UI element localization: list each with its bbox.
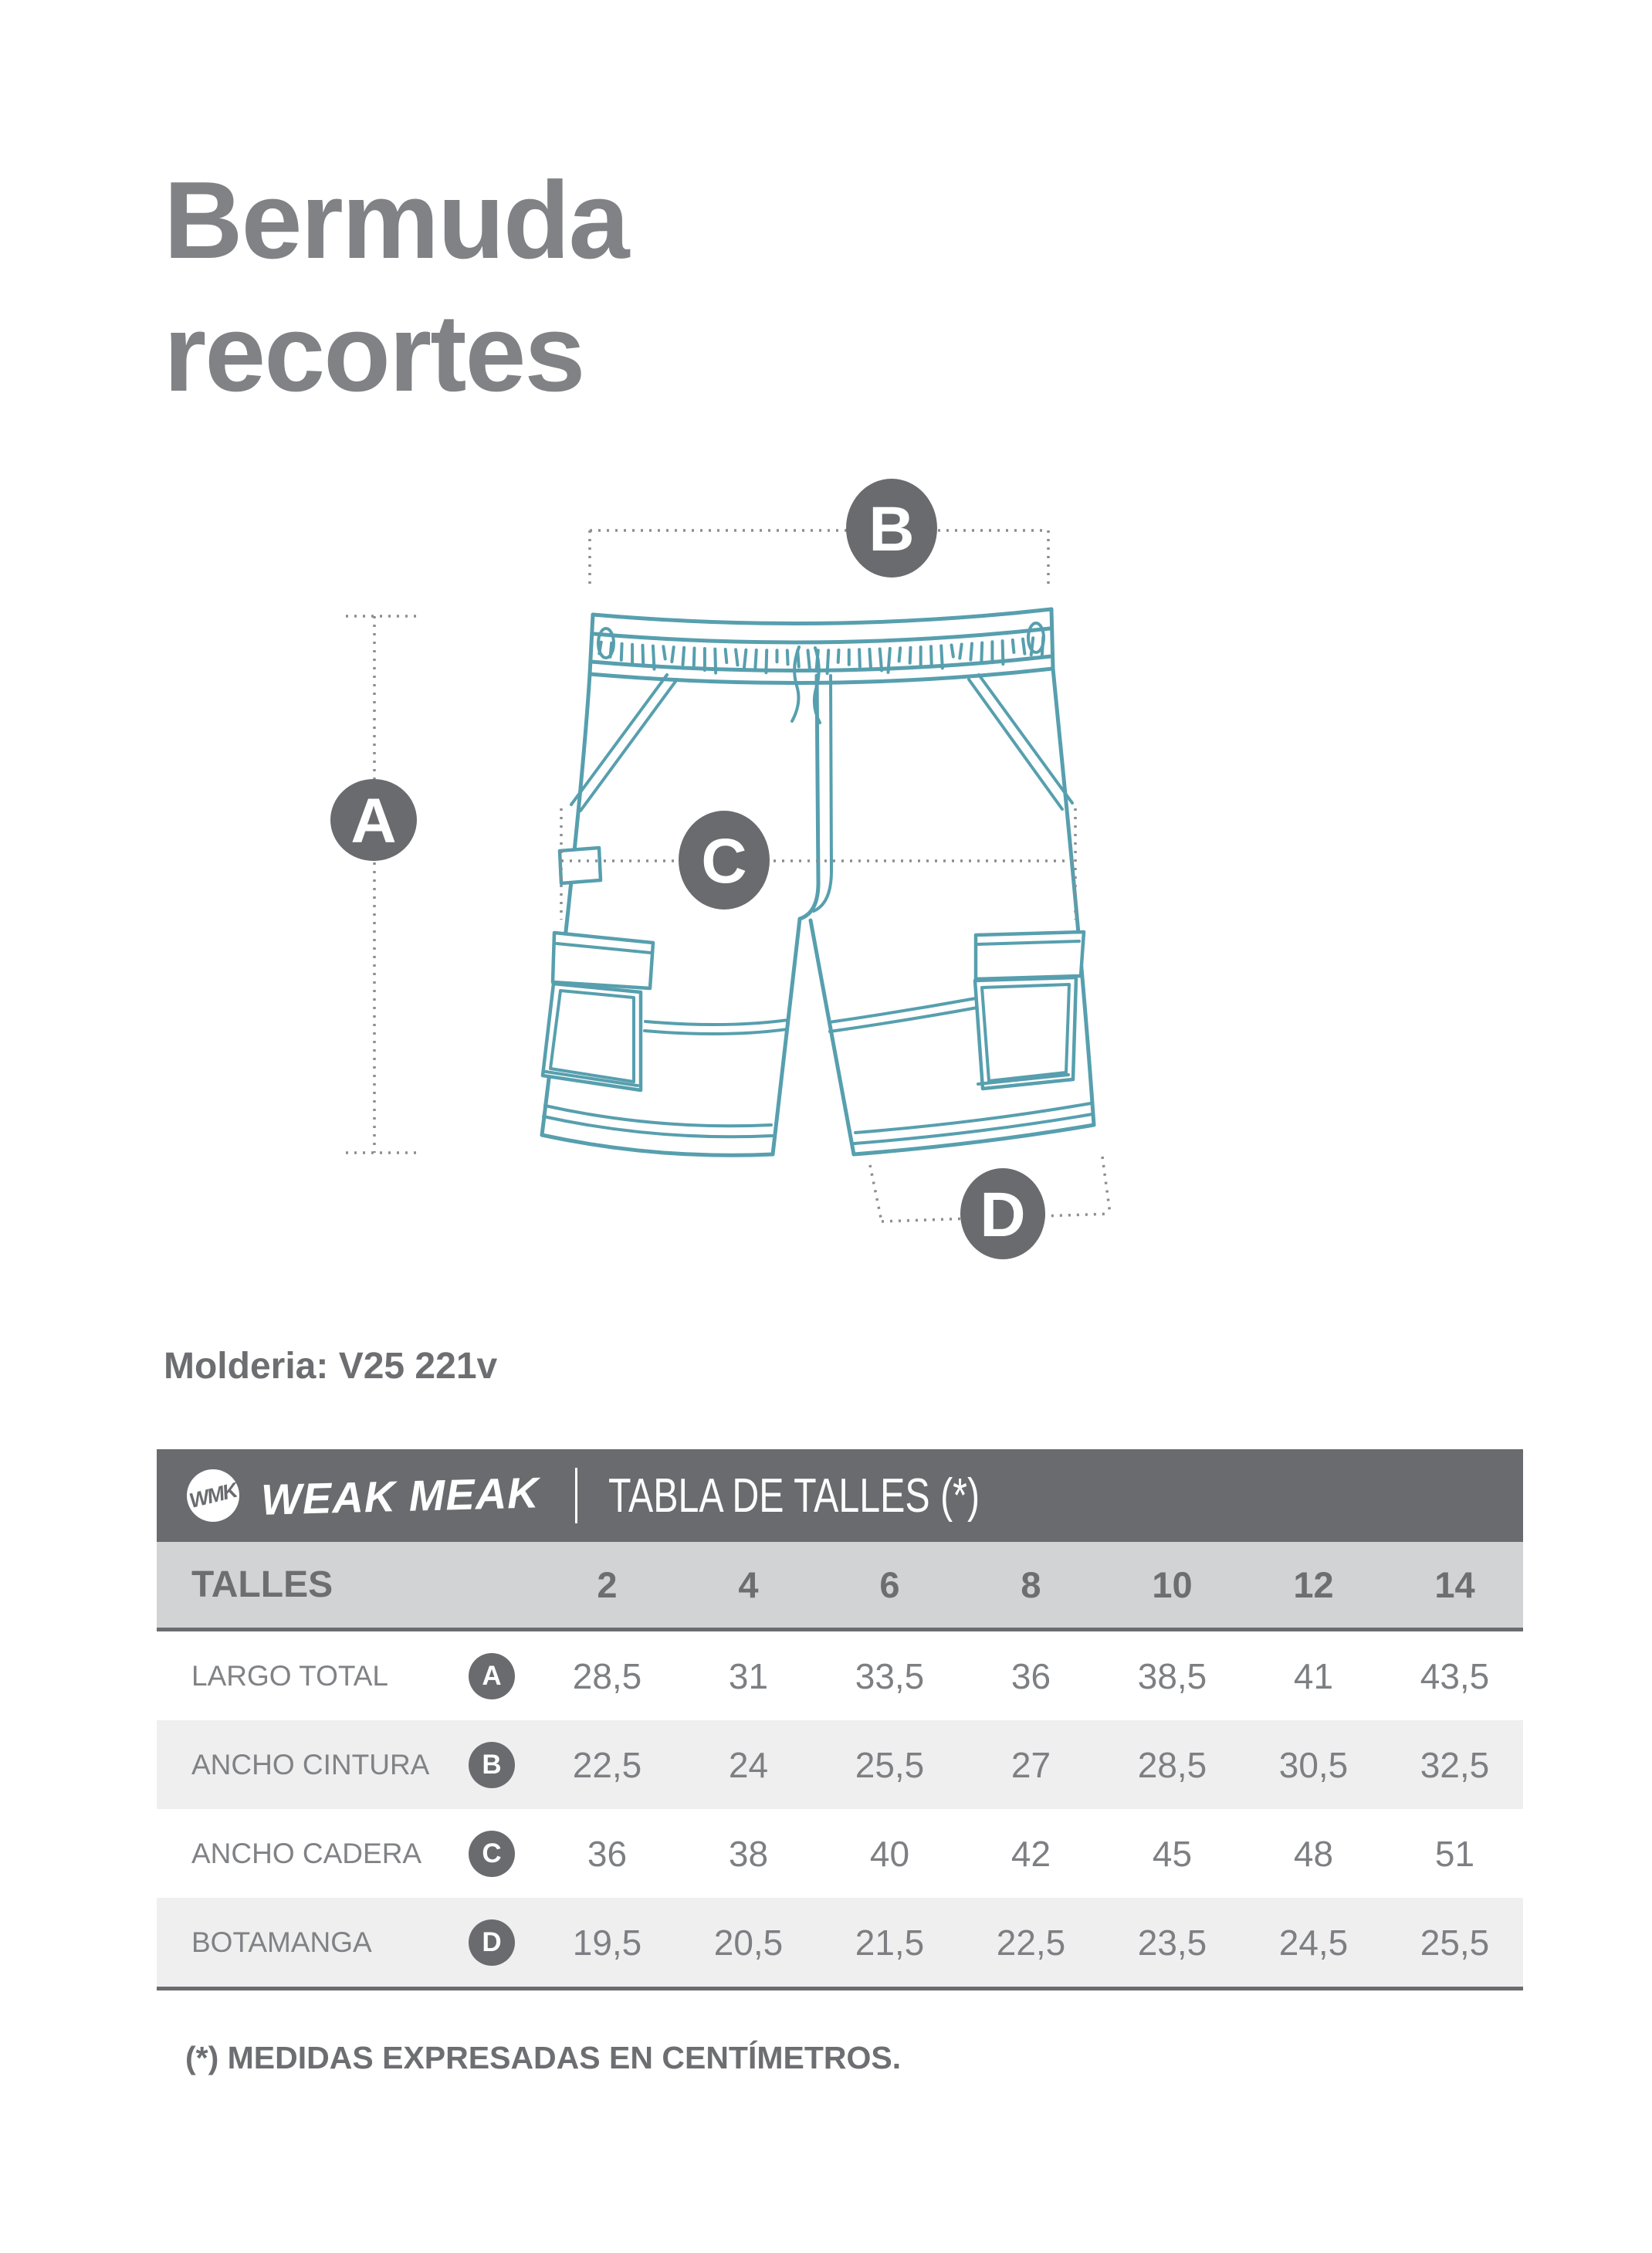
marker-a-circle [330, 779, 417, 861]
size-col-14: 14 [1434, 1564, 1475, 1605]
size-col-12: 12 [1293, 1564, 1334, 1605]
brand-monogram: WMK [187, 1478, 239, 1513]
table-cell: 28,5 [1137, 1744, 1207, 1785]
row-marker-badge-b: B [469, 1741, 515, 1788]
table-cell: 22,5 [572, 1744, 642, 1785]
left-pocket-flap [550, 930, 655, 991]
table-cell: 22,5 [996, 1922, 1066, 1963]
row-label: BOTAMANGA [191, 1926, 372, 1958]
table-bottom-border [157, 1987, 1523, 1990]
table-cell: 42 [1010, 1833, 1051, 1874]
brand-logo-icon: WMK [187, 1469, 239, 1522]
right-pocket-body [973, 975, 1078, 1091]
table-row-ancho-cintura: ANCHO CINTURA B 22,5 24 25,5 27 28,5 30,… [157, 1720, 1523, 1809]
table-cell: 45 [1152, 1833, 1193, 1874]
table-cell: 36 [587, 1833, 628, 1874]
table-cell: 25,5 [855, 1744, 925, 1785]
table-cell: 21,5 [855, 1922, 925, 1963]
side-tab [557, 845, 603, 886]
waistband-elastic-ticks [597, 635, 1045, 676]
brand-name: WEAK MEAK [260, 1467, 540, 1524]
drawstring-left [790, 645, 801, 723]
row-marker-badge-d: D [469, 1919, 515, 1966]
size-col-6: 6 [879, 1564, 900, 1605]
marker-d-circle [960, 1168, 1045, 1259]
size-table: WMK WEAK MEAK TABLA DE TALLES (*) TALLES… [157, 1449, 1523, 1990]
row-marker-badge-c: C [469, 1830, 515, 1877]
table-cell: 32,5 [1420, 1744, 1490, 1785]
table-cell: 36 [1010, 1655, 1051, 1696]
measurements-footnote: (*) MEDIDAS EXPRESADAS EN CENTÍMETROS. [185, 2040, 902, 2075]
marker-b-letter: B [868, 494, 914, 564]
row-marker-badge-a: A [469, 1652, 515, 1699]
shorts-diagram: A B C D [293, 448, 1158, 1328]
table-row-ancho-cadera: ANCHO CADERA C 36 38 40 42 45 48 51 [157, 1809, 1523, 1898]
table-cell: 23,5 [1137, 1922, 1207, 1963]
dim-d-right-tick [1101, 1156, 1112, 1215]
page-title: Bermuda recortes [164, 154, 629, 420]
table-cell: 41 [1293, 1655, 1334, 1696]
marker-c-circle [679, 811, 770, 910]
left-pocket-body [540, 981, 643, 1093]
size-col-10: 10 [1152, 1564, 1193, 1605]
table-cell: 51 [1434, 1833, 1475, 1874]
table-cell: 31 [728, 1655, 769, 1696]
page-title-line2: recortes [164, 292, 585, 415]
table-title: TABLA DE TALLES (*) [608, 1469, 980, 1523]
header-divider [574, 1468, 577, 1523]
size-col-8: 8 [1021, 1564, 1041, 1605]
table-cell: 24 [728, 1744, 769, 1785]
table-cell: 40 [869, 1833, 910, 1874]
row-label: ANCHO CINTURA [191, 1748, 430, 1780]
dim-d-left-tick [868, 1164, 883, 1222]
page-title-line1: Bermuda [164, 159, 629, 282]
table-cell: 30,5 [1278, 1744, 1349, 1785]
table-cell: 28,5 [572, 1655, 642, 1696]
size-col-4: 4 [738, 1564, 759, 1605]
table-cell: 38,5 [1137, 1655, 1207, 1696]
table-cell: 25,5 [1420, 1922, 1490, 1963]
table-header-bar: WMK WEAK MEAK TABLA DE TALLES (*) [157, 1449, 1523, 1542]
size-col-2: 2 [597, 1564, 618, 1605]
table-cell: 20,5 [713, 1922, 784, 1963]
table-cell: 43,5 [1420, 1655, 1490, 1696]
table-cell: 33,5 [855, 1655, 925, 1696]
marker-b-circle [846, 479, 937, 578]
marker-c-letter: C [701, 826, 746, 896]
shorts-line-art: A B C D [330, 479, 1112, 1259]
table-cell: 48 [1293, 1833, 1334, 1874]
molderia-label: Molderia: V25 221v [164, 1346, 498, 1387]
measure-markers: A B C D [330, 479, 1045, 1259]
sizes-header-label: TALLES [191, 1564, 333, 1605]
marker-a-letter: A [350, 786, 396, 856]
shorts-outline [540, 607, 1096, 1157]
table-cell: 38 [728, 1833, 769, 1874]
sizes-header-row: TALLES 2 4 6 8 10 12 14 [157, 1542, 1523, 1631]
cargo-pockets [540, 845, 1086, 1093]
table-cell: 19,5 [572, 1922, 642, 1963]
table-cell: 27 [1010, 1744, 1051, 1785]
row-label: ANCHO CADERA [191, 1837, 422, 1869]
table-cell: 24,5 [1278, 1922, 1349, 1963]
table-row-botamanga: BOTAMANGA D 19,5 20,5 21,5 22,5 23,5 24,… [157, 1898, 1523, 1987]
marker-d-letter: D [980, 1180, 1025, 1250]
table-row-largo-total: LARGO TOTAL A 28,5 31 33,5 36 38,5 41 43… [157, 1631, 1523, 1720]
right-pocket-flap [973, 930, 1086, 981]
dimension-lines [346, 529, 1112, 1223]
shorts-seam-details [542, 622, 1094, 1145]
row-label: LARGO TOTAL [191, 1659, 388, 1692]
